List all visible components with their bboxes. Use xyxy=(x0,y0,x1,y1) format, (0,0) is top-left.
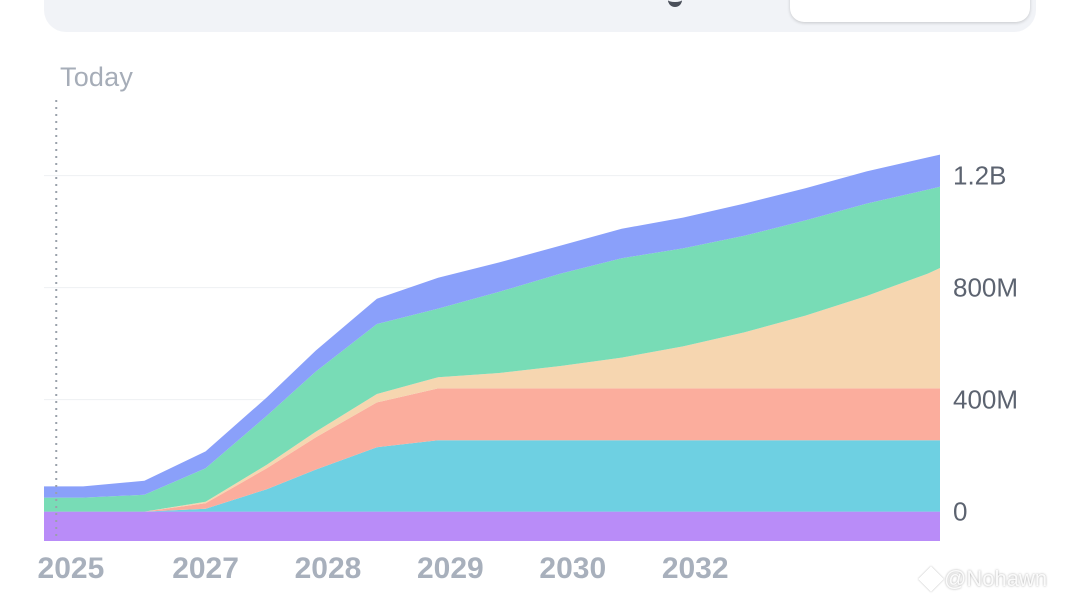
x-tick-label-3: 2029 xyxy=(417,552,484,585)
y-tick-label-0: 0 xyxy=(953,497,967,527)
area-series-4 xyxy=(44,186,940,512)
y-tick-label-1: 400M xyxy=(953,385,1018,415)
x-tick-label-4: 2030 xyxy=(539,552,606,585)
area-series-5 xyxy=(44,154,940,498)
x-tick-label-2: 2028 xyxy=(295,552,362,585)
y-tick-label-2: 800M xyxy=(953,273,1018,303)
diamond-logo-icon xyxy=(918,566,944,592)
x-tick-label-5: 2032 xyxy=(662,552,729,585)
cropped-text-glyph xyxy=(668,0,682,7)
x-tick-label-0: 2025 xyxy=(38,552,105,585)
x-tick-label-1: 2027 xyxy=(172,552,239,585)
watermark: @Nohawn xyxy=(918,566,1048,592)
area-series-2 xyxy=(44,388,940,512)
area-series-0 xyxy=(44,511,940,541)
y-tick-label-3: 1.2B xyxy=(953,161,1007,191)
today-label: Today xyxy=(60,62,134,92)
watermark-text: @Nohawn xyxy=(944,566,1048,591)
top-right-button[interactable] xyxy=(790,0,1030,22)
area-series-1 xyxy=(44,440,940,512)
